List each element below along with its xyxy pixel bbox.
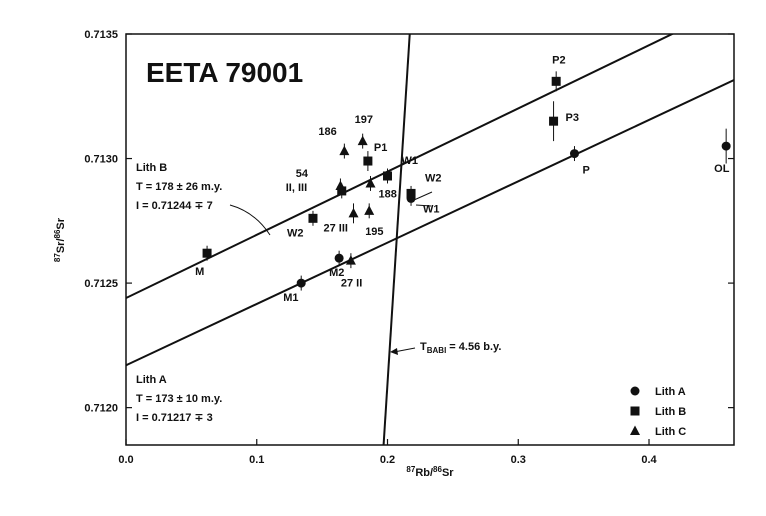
x-tick-label-4: 0.4 — [641, 454, 657, 466]
circle-point-0-label: M1 — [283, 292, 298, 304]
square-point-5 — [406, 188, 416, 198]
babi-pointer-line — [393, 347, 416, 353]
square-point-5-label: W2 — [425, 172, 442, 184]
square-point-1 — [308, 213, 318, 223]
babi-pointer-arrowhead — [390, 348, 398, 355]
y-tick-label-3: 0.7135 — [84, 29, 118, 41]
triangle-point-3-label: 27 III — [324, 222, 348, 234]
babi-annotation: TBABI = 4.56 b.y. — [420, 341, 501, 355]
y-tick-label-1: 0.7125 — [84, 278, 118, 290]
line-lith-b-isochron — [126, 34, 675, 299]
triangle-point-1-label: 186 — [318, 126, 336, 138]
y-tick-label-2: 0.7130 — [84, 154, 118, 166]
circle-point-3 — [569, 149, 579, 159]
legend-label-0: Lith A — [655, 386, 686, 398]
x-axis-label: 87Rb/86Sr — [406, 465, 454, 479]
w2-pointer-line — [413, 191, 433, 201]
babi-label-rest: = 4.56 b.y. — [449, 341, 501, 353]
square-point-3 — [363, 156, 373, 166]
square-point-3-label: P1 — [374, 142, 387, 154]
x-axis-label-sup1: 87 — [406, 465, 415, 474]
triangle-point-6 — [365, 177, 376, 188]
circle-point-4 — [721, 141, 731, 151]
x-axis-label-part2: Sr — [442, 467, 454, 479]
square-point-1-label: W2 — [287, 227, 304, 239]
triangle-point-4-label: 197 — [355, 114, 373, 126]
triangle-point-2-label: 27 II — [341, 278, 362, 290]
y-axis-label-sup1: 87 — [53, 253, 62, 262]
x-tick-label-0: 0.0 — [118, 454, 133, 466]
lith-b-annotation-name: Lith B — [136, 162, 167, 174]
y-tick-label-0: 0.7120 — [84, 403, 118, 415]
x-axis-label-part1: Rb/ — [415, 467, 433, 479]
legend-label-1: Lith B — [655, 406, 686, 418]
lith-a-annotation-name: Lith A — [136, 374, 167, 386]
legend: Lith A Lith B Lith C — [630, 386, 686, 438]
triangle-point-1 — [339, 145, 350, 156]
square-point-7-label: P2 — [552, 54, 565, 66]
y-axis-label-part2: Sr — [55, 217, 67, 229]
y-axis-label-part1: Sr/ — [55, 238, 67, 253]
x-axis-label-sup2: 86 — [433, 465, 442, 474]
legend-marker-square — [630, 406, 640, 416]
square-point-7 — [551, 76, 561, 86]
square-point-4 — [383, 171, 393, 181]
circle-point-1-label: M2 — [329, 267, 344, 279]
lith-a-annotation-intercept: I = 0.71217 ∓ 3 — [136, 412, 213, 424]
plot-frame — [125, 33, 735, 446]
chart-title: EETA 79001 — [146, 57, 303, 88]
x-tick-label-2: 0.2 — [380, 454, 395, 466]
babi-label-sub: BABI — [427, 346, 447, 355]
circle-point-4-label: OL — [714, 163, 730, 175]
triangle-point-6-label: 188 — [379, 188, 397, 200]
square-point-0-label: M — [195, 266, 204, 278]
triangle-point-2 — [345, 255, 356, 265]
square-point-6 — [549, 116, 559, 126]
circle-point-3-label: P — [582, 165, 589, 177]
square-point-0 — [202, 248, 212, 258]
triangle-point-0 — [335, 180, 346, 190]
triangle-point-5 — [364, 205, 375, 215]
circle-point-2-label: W1 — [423, 203, 440, 215]
lith-b-annotation-intercept: I = 0.71244 ∓ 7 — [136, 200, 213, 212]
y-axis-label-sup2: 86 — [53, 229, 62, 238]
square-point-6-label: P3 — [566, 112, 579, 124]
lith-b-annotation-age: T = 178 ± 26 m.y. — [136, 181, 222, 193]
x-tick-label-3: 0.3 — [511, 454, 526, 466]
line-t-babi — [382, 34, 411, 445]
x-tick-label-1: 0.1 — [249, 454, 264, 466]
lith-b-leader-line — [229, 204, 271, 236]
legend-marker-circle — [630, 386, 640, 396]
square-point-2-label-1: II, III — [286, 182, 307, 194]
lith-a-annotation-age: T = 173 ± 10 m.y. — [136, 393, 222, 405]
square-point-2 — [337, 186, 347, 196]
circle-point-1 — [334, 253, 344, 263]
triangle-point-5-label: 195 — [365, 226, 383, 238]
legend-marker-triangle — [630, 425, 640, 435]
square-point-2-label-0: 54 — [296, 168, 309, 180]
triangle-point-3 — [348, 207, 359, 218]
line-lith-a-isochron — [126, 79, 734, 367]
babi-label-main: T — [420, 341, 427, 353]
w1-pointer-line — [415, 204, 432, 207]
square-point-4-label: W1 — [402, 155, 419, 167]
circle-point-0 — [296, 278, 306, 288]
legend-label-2: Lith C — [655, 426, 686, 438]
triangle-point-4 — [357, 135, 368, 146]
y-axis-label: 87Sr/86Sr — [53, 217, 67, 262]
